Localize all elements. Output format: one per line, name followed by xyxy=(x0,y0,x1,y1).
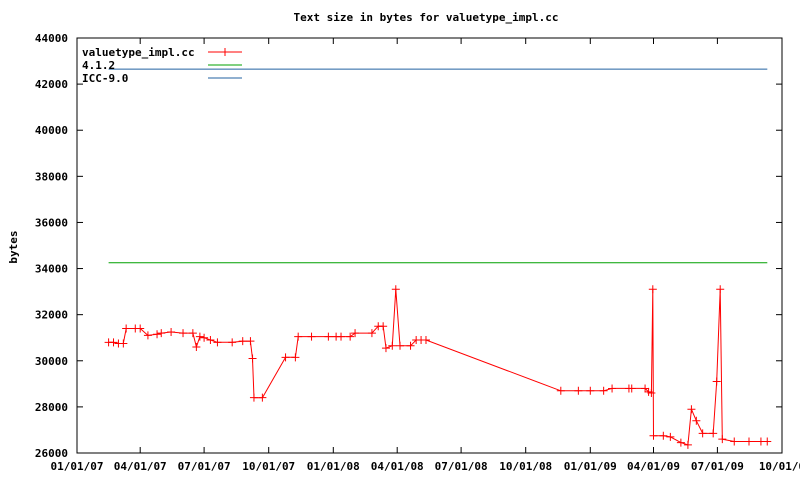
x-tick-label: 04/01/09 xyxy=(627,460,680,473)
data-point xyxy=(367,329,376,338)
data-point xyxy=(324,332,333,341)
data-point xyxy=(659,431,668,440)
data-point xyxy=(716,285,725,294)
data-point xyxy=(119,339,128,348)
y-tick-label: 28000 xyxy=(35,401,68,414)
data-point xyxy=(406,341,415,350)
data-point xyxy=(188,329,197,338)
legend-label: valuetype_impl.cc xyxy=(82,46,195,59)
data-point xyxy=(291,353,300,362)
x-tick-label: 07/01/07 xyxy=(178,460,231,473)
data-point xyxy=(307,332,316,341)
data-point xyxy=(136,324,145,333)
plot-area xyxy=(104,68,772,449)
data-point xyxy=(143,331,152,340)
data-point xyxy=(763,437,772,446)
data-point xyxy=(712,377,721,386)
y-tick-label: 44000 xyxy=(35,32,68,45)
data-point xyxy=(676,438,685,447)
data-point xyxy=(109,338,118,347)
data-point xyxy=(294,332,303,341)
data-point xyxy=(388,341,397,350)
data-point xyxy=(396,341,405,350)
x-tick-label: 10/01/08 xyxy=(499,460,552,473)
data-point xyxy=(153,330,162,339)
x-tick-label: 10/01/0 xyxy=(759,460,800,473)
data-point xyxy=(381,344,390,353)
data-point xyxy=(687,405,696,414)
x-tick-label: 04/01/07 xyxy=(114,460,167,473)
data-point xyxy=(351,329,360,338)
x-tick-label: 10/01/07 xyxy=(242,460,295,473)
data-point xyxy=(647,389,656,398)
data-point xyxy=(238,337,247,346)
y-tick-label: 38000 xyxy=(35,170,68,183)
data-point xyxy=(195,332,204,341)
legend-label: ICC-9.0 xyxy=(82,72,128,85)
chart-title: Text size in bytes for valuetype_impl.cc xyxy=(294,11,559,24)
y-tick-label: 34000 xyxy=(35,263,68,276)
y-tick-label: 42000 xyxy=(35,78,68,91)
y-tick-label: 36000 xyxy=(35,216,68,229)
y-tick-label: 40000 xyxy=(35,124,68,137)
data-point xyxy=(641,384,650,393)
x-tick-label: 01/01/09 xyxy=(564,460,617,473)
x-tick-label: 01/01/08 xyxy=(307,460,360,473)
data-point xyxy=(200,333,209,342)
data-point xyxy=(281,353,290,362)
data-point xyxy=(744,437,753,446)
data-point xyxy=(249,393,258,402)
data-point xyxy=(692,416,701,425)
data-point xyxy=(709,429,718,438)
data-point xyxy=(179,329,188,338)
data-point xyxy=(258,393,267,402)
x-tick-label: 07/01/09 xyxy=(691,460,744,473)
data-point xyxy=(730,437,739,446)
x-axis: 01/01/07 04/01/07 07/01/07 10/01/07 01/01/08… xyxy=(51,38,800,473)
data-point xyxy=(379,322,388,331)
data-point xyxy=(574,386,583,395)
data-point xyxy=(192,342,201,351)
data-point xyxy=(666,432,675,441)
data-point xyxy=(648,285,657,294)
data-point xyxy=(608,384,617,393)
data-point xyxy=(346,332,355,341)
data-point xyxy=(157,329,166,338)
y-tick-label: 32000 xyxy=(35,309,68,322)
data-point xyxy=(206,336,215,345)
data-point xyxy=(698,429,707,438)
x-tick-label: 07/01/08 xyxy=(435,460,488,473)
y-tick-label: 26000 xyxy=(35,447,68,460)
y-tick-label: 30000 xyxy=(35,355,68,368)
y-axis-label: bytes xyxy=(7,230,20,263)
data-point xyxy=(337,332,346,341)
data-point xyxy=(556,386,565,395)
data-point xyxy=(586,386,595,395)
data-point xyxy=(248,354,257,363)
data-point xyxy=(649,431,658,440)
data-point xyxy=(599,386,608,395)
data-point xyxy=(627,384,636,393)
data-point xyxy=(122,324,131,333)
y-axis: 26000 28000 30000 32000 34000 36000 38000 40000… xyxy=(35,32,782,460)
x-tick-label: 04/01/08 xyxy=(371,460,424,473)
legend-label: 4.1.2 xyxy=(82,59,115,72)
data-point xyxy=(167,327,176,336)
data-point xyxy=(228,338,237,347)
data-point xyxy=(246,337,255,346)
legend-marker xyxy=(221,48,229,56)
plot-frame xyxy=(76,37,783,454)
data-point xyxy=(213,338,222,347)
data-point xyxy=(391,285,400,294)
data-point xyxy=(718,435,727,444)
data-point xyxy=(421,336,430,345)
x-tick-label: 01/01/07 xyxy=(51,460,104,473)
data-point xyxy=(683,440,692,449)
